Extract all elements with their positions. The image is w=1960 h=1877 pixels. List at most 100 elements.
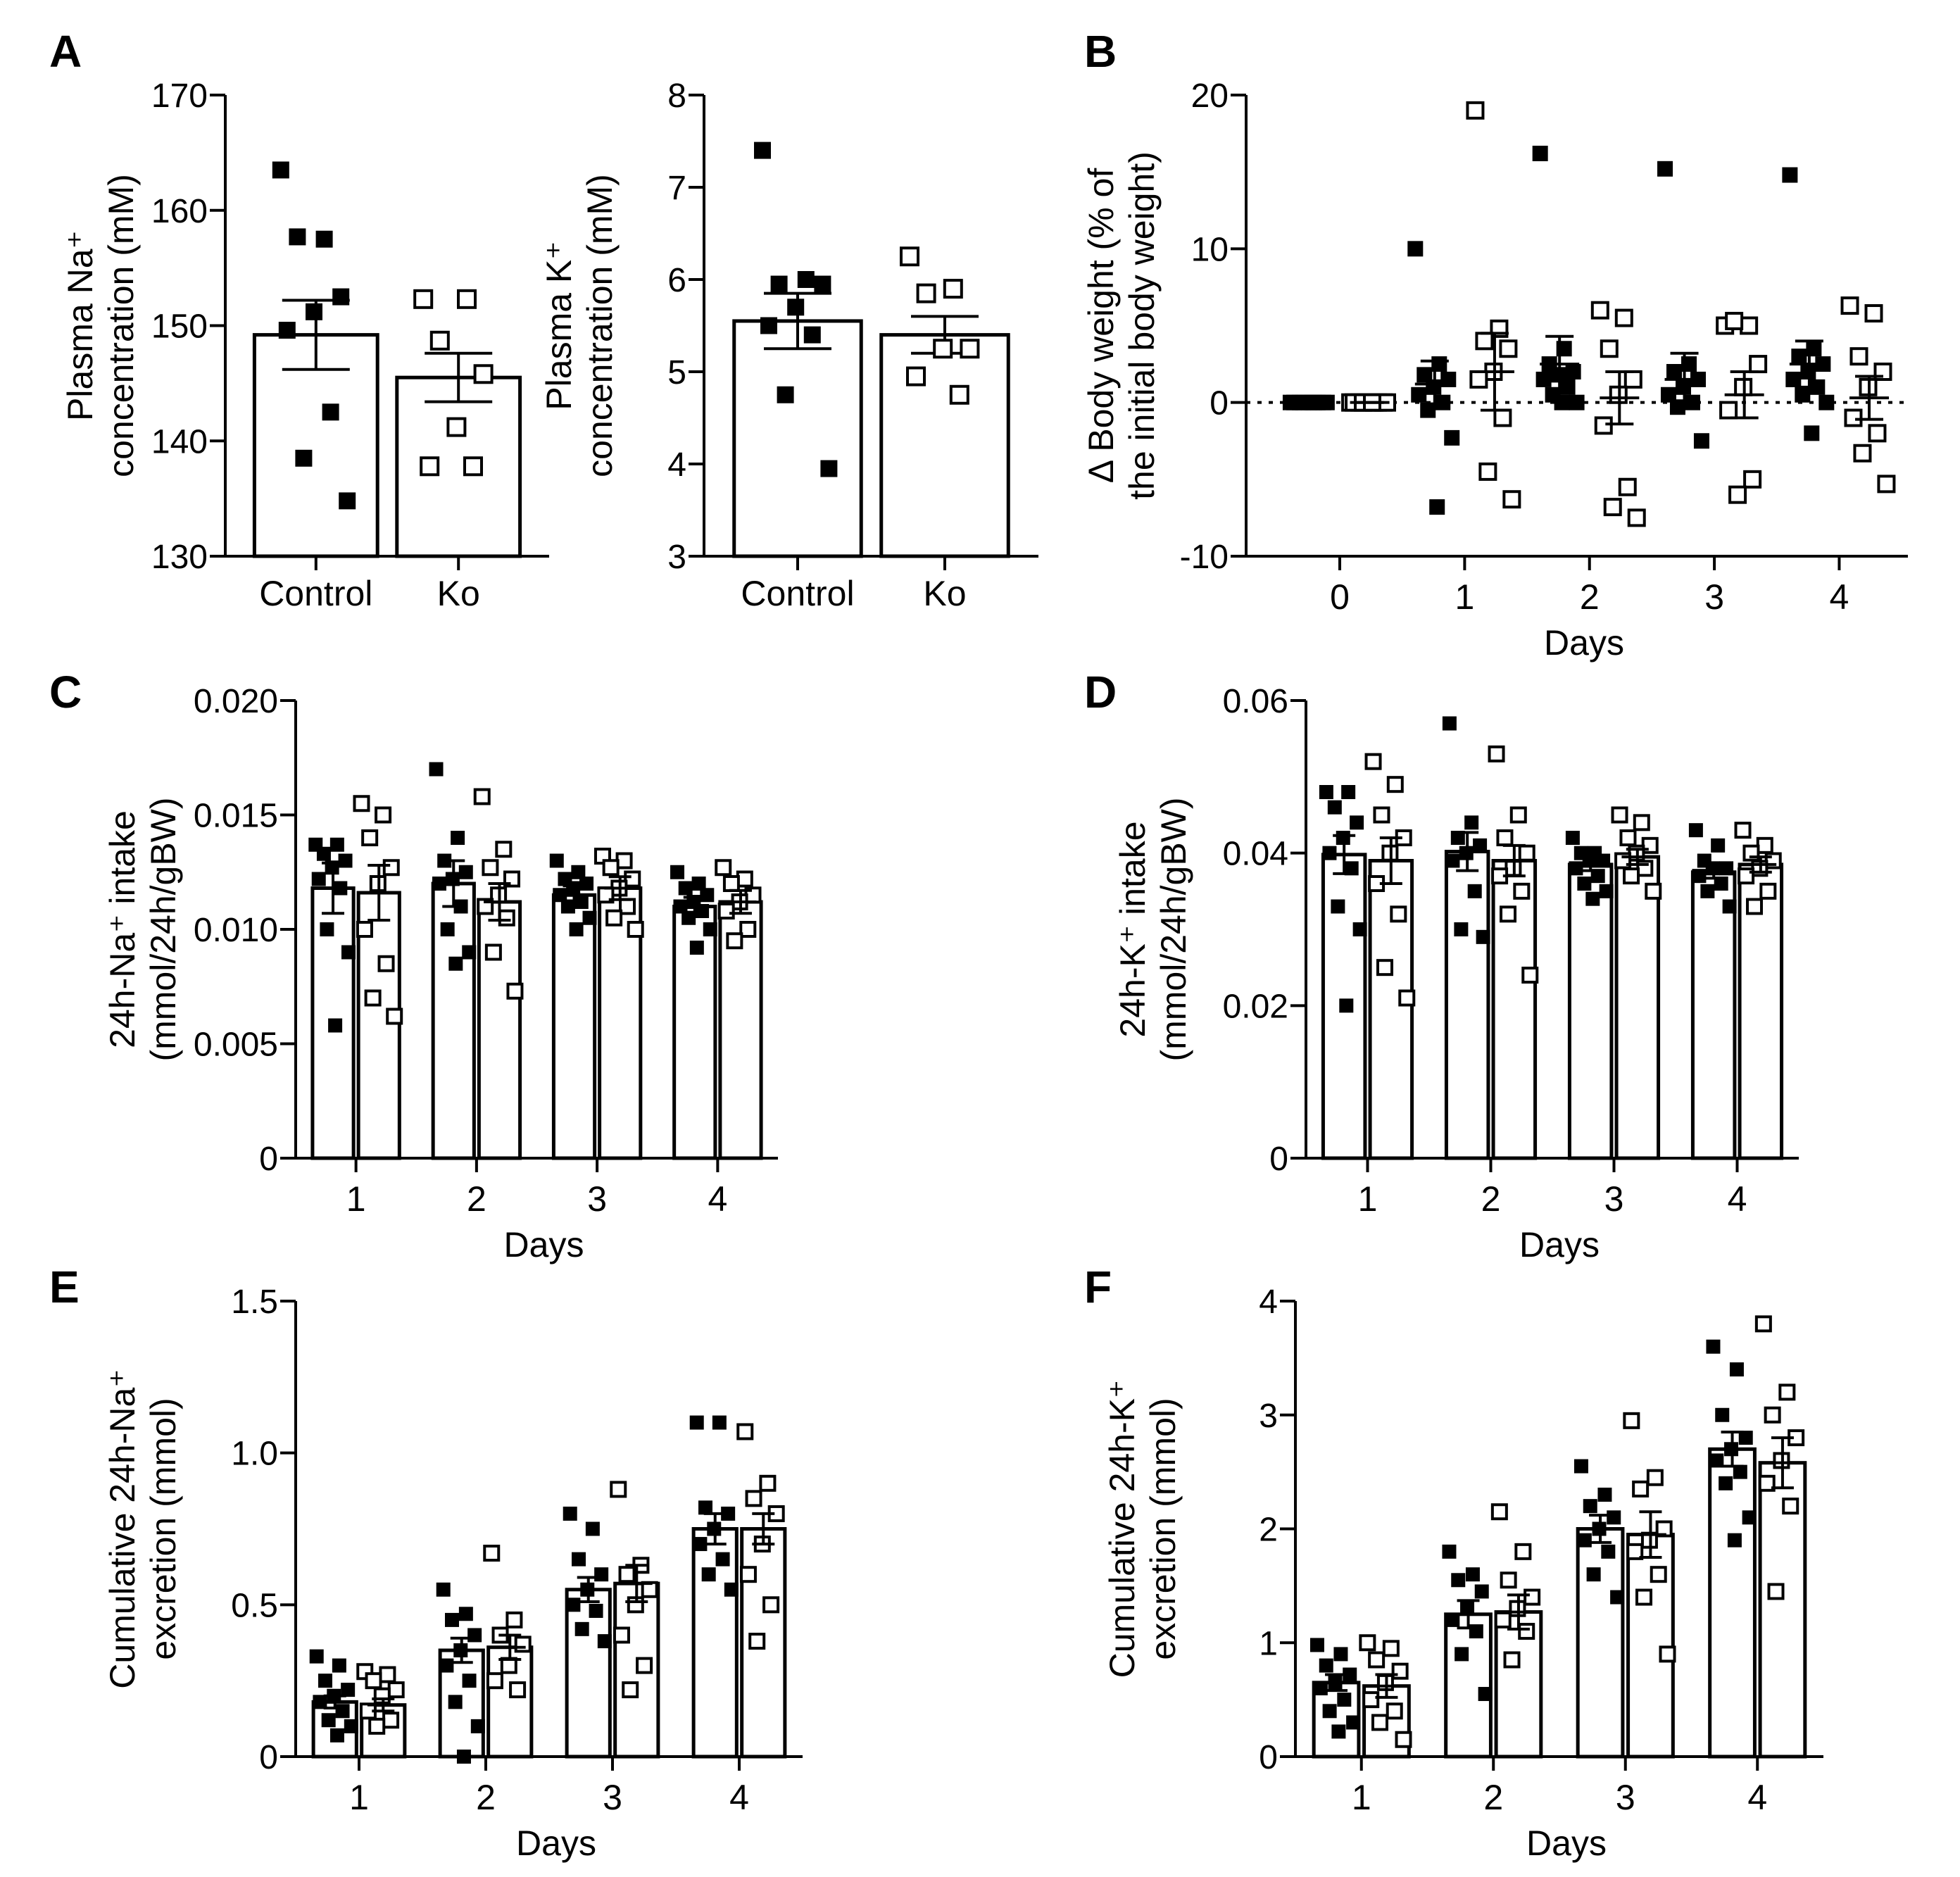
y-axis-label: excretion (mmol)	[144, 1398, 183, 1659]
x-tick-label: 4	[708, 1179, 727, 1219]
ko-point	[1853, 444, 1872, 463]
ko-point	[483, 1545, 501, 1562]
ko-point	[484, 943, 502, 961]
control-point	[1535, 371, 1552, 387]
ko-point	[1734, 822, 1752, 839]
ko-point	[473, 788, 491, 805]
ko-point	[361, 829, 379, 846]
ko-point	[1868, 424, 1887, 443]
ko-point	[509, 1681, 527, 1699]
control-point	[1451, 1573, 1466, 1588]
control-point	[1455, 1647, 1469, 1662]
control-point	[1599, 884, 1614, 898]
bar-control	[252, 333, 379, 558]
ko-point	[1518, 1623, 1535, 1640]
control-point	[1319, 785, 1333, 799]
bar-control	[691, 1527, 739, 1759]
control-point	[1322, 846, 1337, 860]
x-tick-label: 2	[476, 1778, 496, 1817]
y-tick-label: 0.02	[1223, 988, 1288, 1025]
y-tick-label: 3	[667, 539, 686, 576]
y-tick-label: 0	[259, 1141, 278, 1178]
ko-point	[1844, 408, 1863, 427]
y-axis-label: excretion (mmol)	[1143, 1398, 1183, 1659]
control-point	[467, 1628, 482, 1643]
x-tick-label: Control	[259, 574, 372, 613]
control-point	[1333, 1647, 1348, 1662]
control-point	[678, 881, 693, 896]
ko-point	[1503, 1651, 1521, 1669]
x-axis-label: Days	[516, 1823, 596, 1863]
control-point	[444, 1612, 459, 1627]
control-point	[1585, 891, 1600, 906]
ko-point	[1386, 1702, 1403, 1720]
x-tick-label: Ko	[923, 574, 966, 613]
x-tick-label: 1	[1455, 577, 1474, 617]
ko-point	[364, 989, 382, 1007]
chart-na-intake: 1 2 3 4 0 0.005 0.010 0.015 0.020 24h-Na⁺ intake(…	[103, 683, 778, 1264]
bar-ko	[1368, 859, 1414, 1160]
control-point	[1313, 1681, 1328, 1695]
y-tick-label: 10	[1191, 231, 1229, 268]
ko-point	[1740, 316, 1759, 335]
ko-point	[1749, 355, 1768, 374]
chart-k-intake: 1 2 3 4 0 0.02 0.04 0.06 24h-K⁺ intake (mmol/24h/…	[1113, 683, 1799, 1264]
control-point	[470, 1719, 485, 1733]
y-axis-label: (mmol/24h/gBW)	[144, 797, 183, 1061]
control-point	[1583, 1499, 1597, 1514]
control-point	[566, 1597, 581, 1612]
ko-point	[726, 932, 743, 950]
control-point	[1657, 161, 1673, 177]
control-point	[321, 1713, 336, 1728]
y-tick-label: 170	[151, 77, 208, 115]
control-point	[339, 492, 356, 510]
control-point	[689, 941, 704, 955]
x-tick-label: Ko	[437, 574, 480, 613]
control-point	[1666, 364, 1683, 379]
y-axis-label: Cumulative 24h-Na⁺	[103, 1369, 142, 1688]
y-tick-label: 0.020	[194, 683, 278, 720]
x-tick-label: 3	[1616, 1778, 1635, 1817]
control-point	[574, 1621, 589, 1636]
y-axis-label: the initial body weight)	[1122, 151, 1162, 500]
control-point	[1464, 815, 1479, 830]
y-tick-label: 0.04	[1223, 836, 1288, 873]
control-point	[448, 956, 463, 971]
y-tick-label: 0.010	[194, 912, 278, 949]
control-point	[1693, 433, 1709, 449]
ko-point	[446, 417, 467, 437]
control-point	[1350, 815, 1364, 830]
control-point	[1590, 869, 1605, 884]
chart-body-weight: 0 1 2 3 4 -10 0 10 20 Δ Body weight (% of the init…	[1081, 77, 1908, 663]
bar-ko	[477, 900, 522, 1160]
y-tick-label: 0.015	[194, 798, 278, 835]
control-point	[1407, 241, 1424, 257]
ko-point	[622, 1681, 639, 1699]
ko-point	[375, 806, 392, 824]
ko-point	[1626, 1543, 1644, 1560]
ko-point	[610, 1481, 627, 1498]
bar-control	[1444, 850, 1490, 1160]
ko-point	[1490, 1503, 1508, 1521]
control-point	[1597, 1487, 1612, 1502]
ko-point	[420, 456, 440, 477]
control-point	[569, 922, 584, 936]
control-point	[311, 872, 326, 886]
control-point	[1733, 1464, 1747, 1479]
control-point	[458, 865, 473, 879]
x-tick-label: 4	[729, 1778, 749, 1817]
bar-control	[1690, 870, 1737, 1160]
ko-point	[1623, 370, 1642, 389]
ko-point	[1475, 332, 1494, 351]
control-point	[1469, 1624, 1483, 1639]
x-tick-label: 1	[1352, 1778, 1371, 1817]
ko-point	[1627, 508, 1646, 527]
ko-point	[1611, 806, 1628, 824]
y-tick-label: 0	[1210, 385, 1229, 422]
control-point	[1411, 387, 1427, 403]
ko-point	[386, 1007, 403, 1025]
ko-point	[739, 921, 757, 938]
control-point	[439, 1658, 454, 1673]
y-axis-label: (mmol/24h/gBW)	[1154, 797, 1193, 1061]
control-point	[1573, 1459, 1588, 1474]
